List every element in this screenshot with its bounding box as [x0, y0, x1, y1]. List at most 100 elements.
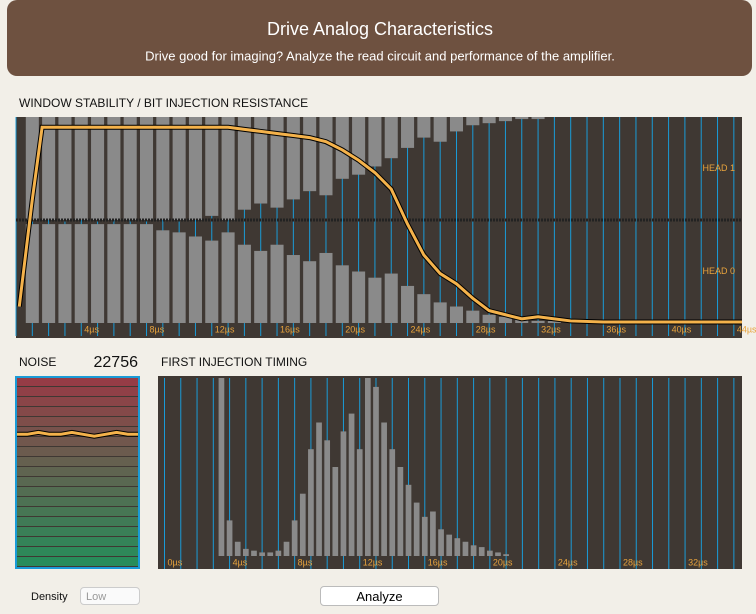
- noise-gap: [16, 446, 139, 447]
- timing-bar: [470, 545, 477, 556]
- head1-bar: [433, 117, 447, 142]
- x-tick-label: 16µs: [280, 324, 300, 334]
- timing-bar: [218, 378, 225, 556]
- head0-bar: [123, 224, 137, 323]
- noise-gap: [16, 456, 139, 457]
- head0-bar: [91, 224, 105, 323]
- head1-bar: [303, 117, 317, 192]
- noise-gap: [16, 406, 139, 407]
- noise-gap: [16, 466, 139, 467]
- timing-bar: [267, 552, 274, 556]
- timing-bar: [259, 552, 265, 556]
- timing-bar: [421, 516, 428, 556]
- timing-bar: [389, 449, 396, 556]
- timing-bar: [332, 467, 339, 556]
- noise-trace: [16, 430, 139, 438]
- noise-gap: [16, 416, 139, 417]
- timing-bar: [283, 541, 290, 556]
- timing-bar: [348, 413, 355, 556]
- head1-bar: [286, 117, 300, 200]
- noise-band: [16, 487, 139, 496]
- x-tick-label: 24µs: [558, 557, 578, 567]
- timing-bar: [503, 554, 509, 556]
- noise-gap: [16, 566, 139, 567]
- head-label: HEAD 1: [702, 163, 735, 173]
- x-tick-label: 32µs: [541, 324, 561, 334]
- timing-bar: [234, 541, 241, 556]
- noise-band: [16, 517, 139, 526]
- head0-bar: [172, 232, 186, 323]
- noise-band: [16, 467, 139, 476]
- timing-bar: [478, 547, 485, 556]
- noise-gap: [16, 396, 139, 397]
- noise-gap: [16, 386, 139, 387]
- timing-bar: [299, 493, 306, 556]
- timing-bar: [242, 548, 249, 556]
- x-tick-label: 4µs: [84, 324, 99, 334]
- head0-bar: [139, 224, 154, 323]
- head0-bar: [237, 244, 251, 323]
- analyze-button[interactable]: Analyze: [320, 586, 439, 606]
- head0-bar: [156, 230, 170, 323]
- head0-bar: [254, 250, 268, 323]
- noise-band: [16, 547, 139, 556]
- head1-bar: [401, 117, 415, 148]
- timing-bar: [446, 534, 453, 556]
- timing-bar: [430, 511, 436, 556]
- timing-bar: [324, 440, 331, 556]
- head0-bar: [482, 314, 496, 323]
- head1-bar: [237, 117, 251, 210]
- timing-bar: [316, 422, 322, 556]
- timing-bar: [381, 422, 387, 556]
- head1-bar: [74, 117, 88, 220]
- noise-band: [16, 377, 139, 386]
- x-tick-label: 16µs: [428, 557, 448, 567]
- noise-gap: [16, 496, 139, 497]
- noise-band: [16, 437, 139, 446]
- noise-band: [16, 527, 139, 536]
- head0-bar: [319, 252, 333, 323]
- head1-bar: [188, 117, 202, 220]
- timing-bar: [413, 502, 420, 556]
- head0-bar: [433, 302, 447, 323]
- timing-bar: [462, 541, 469, 556]
- head0-bar: [221, 232, 235, 323]
- timing-bar: [291, 520, 298, 556]
- head0-bar: [58, 224, 72, 323]
- stability-curve: [17, 125, 742, 324]
- x-tick-label: 12µs: [363, 557, 383, 567]
- noise-band: [16, 417, 139, 426]
- noise-gap: [16, 476, 139, 477]
- head1-bar: [91, 117, 105, 220]
- x-tick-label: 28µs: [623, 557, 643, 567]
- noise-gap: [16, 506, 139, 507]
- head1-bar: [515, 117, 529, 120]
- section-title: FIRST INJECTION TIMING: [161, 355, 307, 369]
- head1-bar: [270, 117, 284, 208]
- x-tick-label: 36µs: [606, 324, 626, 334]
- header-bg: [7, 0, 752, 76]
- x-tick-label: 4µs: [233, 557, 248, 567]
- noise-gap: [16, 426, 139, 427]
- head1-bar: [156, 117, 170, 220]
- head1-bar: [123, 117, 137, 220]
- noise-gap: [16, 556, 139, 557]
- timing-bar: [226, 520, 233, 556]
- head0-bar: [352, 271, 366, 323]
- x-tick-label: 0µs: [168, 557, 183, 567]
- head1-bar: [221, 117, 235, 220]
- timing-bar: [251, 550, 257, 556]
- head1-bar: [384, 117, 398, 159]
- x-tick-label: 24µs: [411, 324, 431, 334]
- noise-band: [16, 507, 139, 516]
- head0-bar: [531, 320, 545, 323]
- head0-bar: [42, 224, 56, 323]
- head0-bar: [188, 236, 202, 323]
- density-select[interactable]: Low: [80, 587, 140, 605]
- noise-band: [16, 457, 139, 466]
- x-tick-label: 44µs: [737, 324, 756, 334]
- head0-bar: [335, 265, 349, 323]
- timing-bar: [397, 467, 404, 556]
- head0-bar: [74, 224, 88, 323]
